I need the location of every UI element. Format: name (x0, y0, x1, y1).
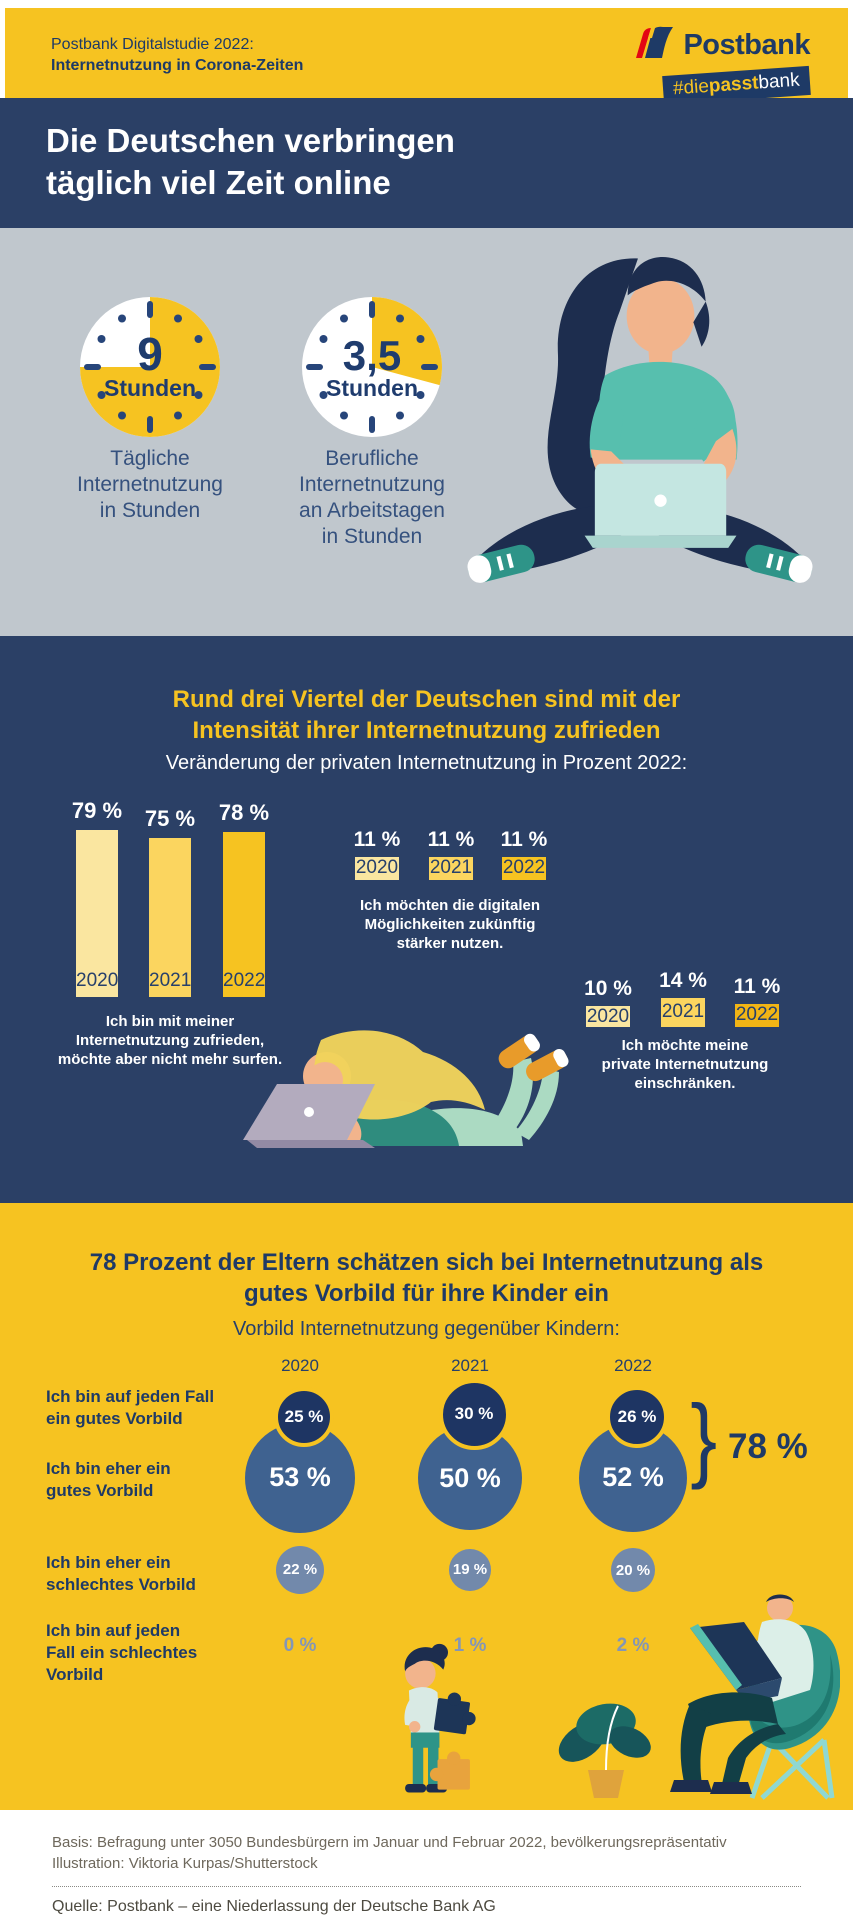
page-title-line1: Die Deutschen verbringen (46, 122, 455, 159)
sitting-woman-illustration (455, 240, 825, 635)
satisfaction-subtitle: Veränderung der privaten Internetnutzung… (165, 752, 688, 774)
restrict-value-label: 11 % (733, 974, 781, 998)
year-box-2021: 2021 (429, 856, 473, 880)
value-very-bad-2022: 2 % (616, 1635, 650, 1656)
value-very-bad-2020: 0 % (283, 1635, 317, 1656)
bar-column-2020: 79 % 2020 (69, 791, 125, 997)
group-restrict-caption: Ich möchte meine private Internetnutzung… (601, 1037, 769, 1092)
time-online-section: 9 Stunden Tägliche Internetnutzung in St… (0, 228, 853, 636)
footer-divider (52, 1886, 801, 1887)
title-banner: Die Deutschen verbringen täglich viel Ze… (0, 98, 853, 228)
bar-2020: 2020 (76, 829, 119, 997)
header: Postbank Digitalstudie 2022: Internetnut… (5, 8, 848, 106)
total-good-role-model: 78 % (728, 1427, 808, 1466)
bar-chart-caption: Ich bin mit meiner Internetnutzung zufri… (57, 1013, 283, 1068)
bubble-very-good-2020: 25 % (273, 1386, 335, 1448)
role-model-title: 78 Prozent der Eltern schätzen sich bei … (89, 1249, 764, 1307)
column-header-2022: 2022 (614, 1356, 652, 1375)
group-digital: 11 % 2020 11 % 2021 11 % 2022 (330, 824, 570, 880)
bubble-rather-bad-2022: 20 % (611, 1548, 655, 1592)
bar-year-label: 2022 (223, 970, 266, 991)
row-label-very-bad: Ich bin auf jeden Fall ein schlechtes Vo… (46, 1621, 198, 1684)
bubble-rather-good-2022: 52 % (578, 1423, 688, 1533)
kicker-line2: Internetnutzung in Corona-Zeiten (51, 57, 304, 74)
kicker-line1: Postbank Digitalstudie 2022: (51, 36, 254, 53)
digital-value-label: 11 % (500, 827, 548, 851)
footer-illustration-credit: Illustration: Viktoria Kurpas/Shuttersto… (52, 1855, 318, 1872)
value-very-bad-2021: 1 % (453, 1635, 487, 1656)
footer-basis: Basis: Befragung unter 3050 Bundesbürger… (52, 1834, 727, 1851)
clock-work: 3,5 Stunden (297, 292, 447, 442)
satisfaction-section: Rund drei Viertel der Deutschen sind mit… (0, 636, 853, 1203)
brace-annotation: } (690, 1385, 718, 1490)
restrict-column-2021: 14 % 2021 (655, 965, 711, 1027)
study-kicker: Postbank Digitalstudie 2022: Internetnut… (51, 34, 303, 76)
restrict-column-2022: 11 % 2022 (729, 965, 785, 1027)
postbank-logo-icon (633, 24, 675, 67)
lying-woman-illustration (225, 1019, 570, 1196)
clock-daily: 9 Stunden (75, 292, 225, 442)
year-box-2021: 2021 (661, 997, 705, 1027)
clock-work-icon: 3,5 Stunden (302, 297, 442, 437)
clock-daily-unit: Stunden (104, 375, 196, 401)
bar-value-label: 75 % (144, 806, 196, 831)
restrict-column-2020: 10 % 2020 (580, 965, 636, 1027)
man-chair-illustration (540, 1591, 841, 1808)
footer-source: Quelle: Postbank – eine Niederlassung de… (52, 1898, 496, 1915)
year-box-2020: 2020 (355, 856, 399, 880)
clock-work-value: 3,5 (343, 332, 401, 379)
column-header-2020: 2020 (281, 1356, 319, 1375)
bubble-very-good-2021: 30 % (438, 1378, 510, 1450)
postbank-logo: Postbank #diepasstbank (633, 24, 811, 106)
row-label-rather-good: Ich bin eher ein gutes Vorbild (46, 1459, 171, 1500)
bar-column-2021: 75 % 2021 (142, 791, 198, 997)
role-model-subtitle: Vorbild Internetnutzung gegenüber Kinder… (233, 1318, 620, 1340)
digital-column-2020: 11 % 2020 (349, 824, 405, 880)
brand-wordmark: Postbank (683, 29, 810, 61)
bar-chart-satisfied: 79 % 2020 75 % 2021 78 % 2022 (40, 791, 300, 997)
digital-column-2022: 11 % 2022 (496, 824, 552, 880)
digital-column-2021: 11 % 2021 (423, 824, 479, 880)
claim-part2: passt (708, 72, 760, 97)
year-box-2022: 2022 (502, 856, 546, 880)
footer: Basis: Befragung unter 3050 Bundesbürger… (0, 1810, 853, 1920)
bar-year-label: 2020 (76, 970, 119, 991)
bar-2022: 2022 (223, 831, 266, 997)
row-label-rather-bad: Ich bin eher ein schlechtes Vorbild (46, 1553, 196, 1594)
plant (558, 1703, 651, 1798)
claim-part1: #die (672, 75, 710, 100)
clock-daily-value: 9 (137, 328, 163, 380)
role-model-section: 78 Prozent der Eltern schätzen sich bei … (0, 1203, 853, 1810)
bar-column-2022: 78 % 2022 (216, 791, 272, 997)
clock-daily-caption: Tägliche Internetnutzung in Stunden (77, 447, 223, 522)
bubble-rather-good-2021: 50 % (418, 1426, 522, 1530)
satisfaction-title: Rund drei Viertel der Deutschen sind mit… (172, 686, 681, 744)
digital-value-label: 11 % (427, 827, 475, 851)
bar-value-label: 79 % (71, 797, 123, 823)
group-restrict: 10 % 2020 14 % 2021 11 % 2022 (560, 965, 810, 1027)
bubble-rather-bad-2021: 19 % (449, 1549, 491, 1591)
page-title: Die Deutschen verbringen täglich viel Ze… (46, 120, 455, 204)
year-box-2020: 2020 (586, 1005, 630, 1027)
restrict-value-label: 10 % (584, 977, 632, 1000)
clock-work-caption: Berufliche Internetnutzung an Arbeitstag… (299, 447, 445, 548)
restrict-value-label: 14 % (659, 968, 707, 992)
digital-value-label: 11 % (353, 827, 401, 851)
clock-work-unit: Stunden (326, 375, 418, 401)
bar-2021: 2021 (149, 838, 191, 997)
row-label-very-good: Ich bin auf jeden Fall ein gutes Vorbild (46, 1387, 215, 1428)
claim-part3: bank (757, 69, 801, 94)
clock-daily-icon: 9 Stunden (80, 297, 220, 437)
year-box-2022: 2022 (735, 1003, 779, 1027)
bubble-rather-bad-2020: 22 % (275, 1545, 325, 1595)
child-puzzle-illustration (378, 1641, 478, 1808)
group-digital-caption: Ich möchten die digitalen Möglichkeiten … (359, 897, 541, 952)
bubble-very-good-2022: 26 % (605, 1385, 669, 1449)
bar-value-label: 78 % (218, 799, 270, 825)
bar-year-label: 2021 (149, 970, 192, 991)
column-header-2021: 2021 (451, 1356, 489, 1375)
page-title-line2: täglich viel Zeit online (46, 164, 391, 201)
